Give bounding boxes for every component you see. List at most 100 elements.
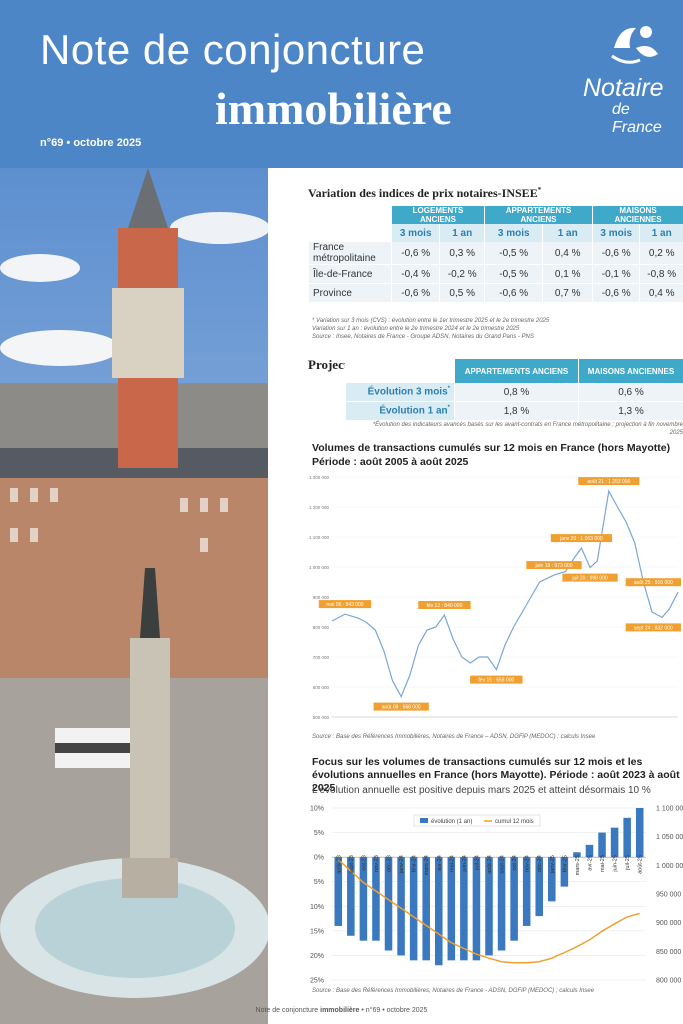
bar	[485, 857, 493, 956]
annotation: juin 18 : 973 000	[535, 563, 573, 569]
y-tick-label: 20%	[310, 953, 324, 960]
subheader-row: 3 mois 1 an 3 mois 1 an 3 mois 1 an	[308, 224, 683, 242]
cell: 0,5 %	[439, 283, 485, 303]
title-emphasis: immobilière	[215, 83, 452, 134]
legend-label: évolution (1 an)	[431, 819, 472, 825]
notes: * Variation sur 3 mois (CVS) : évolution…	[312, 317, 682, 341]
subheader: 1 an	[542, 224, 593, 242]
annotation-box	[418, 601, 471, 609]
bar	[623, 817, 631, 858]
y2-tick-label: 1 100 000	[656, 806, 683, 813]
legend-swatch	[420, 818, 428, 823]
line	[337, 859, 640, 964]
x-tick-label: mars-25	[575, 855, 581, 875]
annotation-box	[562, 573, 618, 582]
header: Note de conjoncture immobilière n°69 • o…	[0, 0, 683, 168]
bar	[573, 852, 581, 858]
cell: -0,1 %	[592, 264, 640, 284]
bar	[347, 857, 355, 936]
y-tick-label: 15%	[310, 928, 324, 935]
cell: -0,4 %	[390, 264, 440, 284]
cell: 1,8 %	[454, 401, 579, 421]
chart-title: Focus sur les volumes de transactions cu…	[312, 756, 680, 794]
cell: -0,6 %	[390, 242, 440, 265]
projection-table: APPARTEMENTS ANCIENS MAISONS ANCIENNES Évo…	[345, 359, 683, 421]
header-row: APPARTEMENTS ANCIENS MAISONS ANCIENNES	[345, 359, 683, 383]
annotation: juil 20 : 998 000	[571, 576, 608, 582]
y-tick-label: 1 300 000	[309, 475, 330, 480]
x-tick-label: oct-23	[361, 855, 367, 870]
mark: *	[447, 386, 450, 393]
text: • n°69 • octobre 2025	[361, 1007, 428, 1014]
bar	[548, 857, 556, 902]
cell	[308, 224, 392, 242]
y-tick-label: 0%	[314, 855, 324, 862]
x-tick-label: juin-24	[462, 855, 468, 873]
bar	[359, 857, 368, 941]
y2-tick-label: 950 000	[656, 892, 681, 899]
x-tick-label: janv-25	[550, 855, 556, 874]
section-title: Variation des indices de prix notaires-I…	[308, 186, 541, 201]
annotation-box	[625, 578, 681, 587]
subheader: 3 mois	[484, 224, 543, 242]
row-label: France métropolitaine	[308, 242, 392, 265]
annotation-box	[550, 534, 612, 543]
bar	[635, 808, 644, 858]
y-tick-label: 10%	[310, 806, 324, 813]
bar	[397, 857, 405, 956]
y-tick-label: 5%	[314, 830, 324, 837]
y-tick-label: 5%	[314, 879, 324, 886]
bar	[372, 857, 380, 941]
bar	[560, 857, 569, 887]
annotation-box	[625, 623, 681, 632]
subheader: 3 mois	[592, 224, 640, 242]
y-tick-label: 10%	[310, 904, 324, 911]
cell: 0,4 %	[639, 283, 683, 303]
annotation-box	[470, 675, 523, 684]
bar	[535, 857, 544, 917]
y-tick-label: 700 000	[313, 655, 330, 660]
cell	[345, 359, 455, 383]
annotation-box	[318, 600, 372, 609]
x-tick-label: nov-24	[525, 855, 531, 872]
cell: -0,5 %	[484, 242, 543, 265]
cell: 0,6 %	[577, 383, 683, 402]
cell: -0,6 %	[592, 283, 640, 303]
row: Évolution 3 mois* 0,8 % 0,6 %	[345, 383, 683, 402]
group-header: APPARTEMENTS ANCIENS	[484, 206, 593, 224]
subheader: 1 an	[439, 224, 485, 242]
y-tick-label: 1 100 000	[309, 535, 330, 540]
mark: *	[537, 186, 542, 194]
row: France métropolitaine -0,6 % 0,3 % -0,5 % 0,…	[308, 242, 683, 265]
x-tick-label: févr-24	[412, 855, 418, 872]
x-tick-label: oct-24	[512, 855, 518, 870]
x-tick-label: mai-25	[600, 855, 606, 872]
text: immobilière	[320, 1007, 360, 1014]
issue: n°69 • octobre 2025	[40, 137, 142, 149]
y-tick-label: 800 000	[313, 625, 330, 630]
y-tick-label: 600 000	[313, 685, 330, 690]
x-tick-label: mars-24	[424, 855, 430, 875]
row: Évolution 1 an* 1,8 % 1,3 %	[345, 401, 683, 421]
bar	[585, 844, 594, 858]
legend-label: cumul 12 mois	[495, 819, 534, 825]
bar	[334, 857, 343, 926]
row-label: Évolution 1 an*	[345, 401, 455, 421]
text: Note de conjoncture	[255, 1007, 319, 1014]
x-tick-label: déc-24	[537, 855, 543, 872]
bar	[497, 857, 506, 951]
legend-box	[413, 814, 541, 827]
x-tick-label: févr-25	[562, 855, 568, 872]
cell: -0,6 %	[390, 283, 440, 303]
line	[331, 489, 679, 698]
bar	[409, 857, 418, 961]
x-tick-label: déc-23	[387, 855, 393, 872]
cell: 0,8 %	[454, 383, 579, 402]
header-row: LOGEMENTS ANCIENS APPARTEMENTS ANCIENS MAI…	[308, 206, 683, 224]
note: Variation sur 1 an : évolution entre le …	[312, 326, 520, 332]
subtitle: Période : août 2005 à août 2025	[312, 456, 469, 468]
cell: 0,7 %	[542, 283, 593, 303]
logo-icon	[611, 26, 658, 64]
cell: 0,1 %	[542, 264, 593, 284]
text: Variation des indices de prix notaires-I…	[308, 186, 538, 200]
